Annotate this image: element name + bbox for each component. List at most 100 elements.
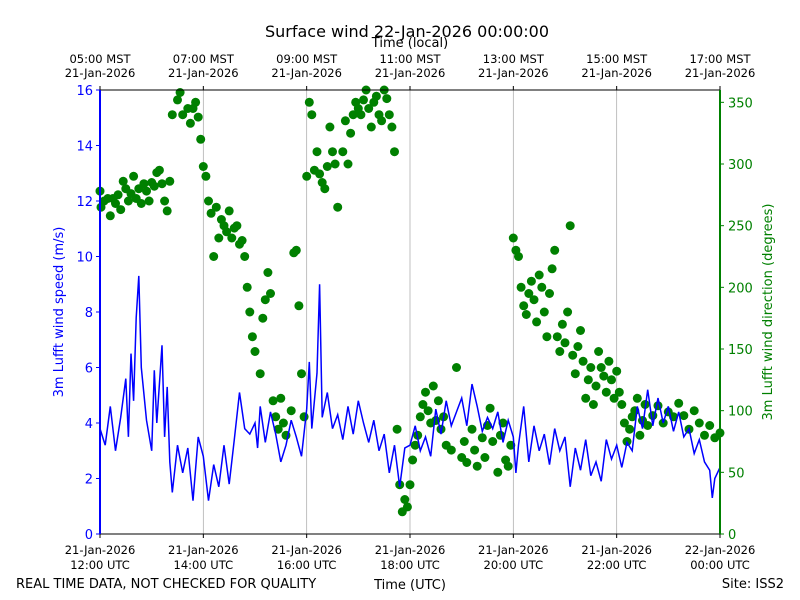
direction-point xyxy=(387,122,397,132)
direction-point xyxy=(594,347,604,356)
top-tick-time: 17:00 MST xyxy=(689,52,751,66)
direction-point xyxy=(136,199,146,208)
direction-point xyxy=(689,406,699,416)
direction-point xyxy=(545,289,554,298)
direction-point xyxy=(271,412,281,422)
direction-point xyxy=(154,165,164,175)
direction-point xyxy=(488,437,498,446)
direction-point xyxy=(260,295,270,305)
direction-point xyxy=(258,313,268,323)
direction-point xyxy=(390,147,399,157)
top-tick-date: 21-Jan-2026 xyxy=(581,66,652,80)
direction-point xyxy=(175,88,185,97)
direction-point xyxy=(144,196,154,206)
speed-series-line xyxy=(99,275,721,501)
direction-point xyxy=(242,282,252,292)
bottom-tick-date: 21-Jan-2026 xyxy=(375,543,446,557)
direction-point xyxy=(111,199,120,208)
top-tick-time: 13:00 MST xyxy=(483,52,545,66)
direction-point xyxy=(493,467,503,477)
direction-point xyxy=(297,369,306,379)
direction-point xyxy=(304,97,314,107)
direction-point xyxy=(227,233,237,243)
direction-point xyxy=(173,95,182,105)
top-tick-time: 15:00 MST xyxy=(586,52,648,66)
direction-point xyxy=(278,418,288,428)
direction-point xyxy=(679,411,689,421)
left-tick-label: 10 xyxy=(76,251,93,266)
direction-point xyxy=(557,319,567,329)
direction-point xyxy=(700,430,709,440)
direction-point xyxy=(294,301,304,311)
direction-point xyxy=(421,387,430,397)
right-axis-label: 3m Lufft wind direction (degrees) xyxy=(761,204,776,421)
bottom-tick-time: 14:00 UTC xyxy=(174,558,234,572)
direction-point xyxy=(307,110,317,120)
direction-point xyxy=(325,122,335,132)
left-axis-label: 3m Lufft wind speed (m/s) xyxy=(52,227,67,398)
direction-point xyxy=(206,208,216,218)
direction-point xyxy=(118,176,128,186)
right-tick-label: 350 xyxy=(728,96,753,111)
direction-point xyxy=(596,363,606,372)
direction-point xyxy=(570,369,580,379)
direction-point xyxy=(299,412,309,422)
direction-point xyxy=(586,363,596,372)
direction-point xyxy=(255,369,265,379)
direction-point xyxy=(245,307,255,317)
direction-point xyxy=(601,387,611,397)
direction-point xyxy=(116,205,126,215)
direction-point xyxy=(371,91,381,101)
direction-point xyxy=(178,110,188,120)
bottom-tick-date: 22-Jan-2026 xyxy=(685,543,756,557)
direction-point xyxy=(516,282,526,292)
direction-point xyxy=(315,169,325,179)
bottom-tick-date: 21-Jan-2026 xyxy=(168,543,239,557)
direction-point xyxy=(619,418,629,428)
direction-point xyxy=(224,206,234,216)
left-tick-label: 12 xyxy=(76,195,93,210)
direction-point xyxy=(446,445,456,455)
top-tick-date: 21-Jan-2026 xyxy=(271,66,342,80)
direction-point xyxy=(625,424,635,434)
direction-point xyxy=(191,97,201,107)
direction-point xyxy=(604,356,614,366)
bottom-tick-time: 20:00 UTC xyxy=(484,558,544,572)
direction-point xyxy=(348,110,358,120)
quality-disclaimer: REAL TIME DATA, NOT CHECKED FOR QUALITY xyxy=(16,577,316,592)
direction-point xyxy=(165,176,175,186)
direction-point xyxy=(333,202,343,212)
direction-point xyxy=(157,179,167,189)
direction-point xyxy=(338,147,348,157)
top-tick-date: 21-Jan-2026 xyxy=(65,66,136,80)
direction-point xyxy=(286,406,296,416)
bottom-tick-time: 22:00 UTC xyxy=(587,558,647,572)
direction-point xyxy=(405,480,415,490)
top-tick-date: 21-Jan-2026 xyxy=(685,66,756,80)
direction-point xyxy=(185,118,195,128)
direction-point xyxy=(529,295,539,305)
direction-point xyxy=(653,401,663,411)
top-tick-time: 11:00 MST xyxy=(379,52,441,66)
top-tick-time: 09:00 MST xyxy=(276,52,338,66)
right-tick-label: 50 xyxy=(728,466,745,481)
direction-point xyxy=(198,162,208,171)
direction-point xyxy=(273,424,283,434)
direction-point xyxy=(291,245,301,255)
direction-point xyxy=(462,458,472,467)
direction-point xyxy=(302,171,312,181)
direction-point xyxy=(346,128,356,138)
direction-point xyxy=(196,134,206,144)
direction-point xyxy=(142,186,151,196)
direction-point xyxy=(547,264,557,274)
direction-point xyxy=(477,433,487,443)
direction-point xyxy=(614,387,624,397)
direction-point xyxy=(402,502,412,512)
direction-point xyxy=(214,233,224,243)
direction-point xyxy=(322,162,332,171)
chart-title: Surface wind 22-Jan-2026 00:00:00 xyxy=(265,22,549,41)
direction-point xyxy=(563,307,573,317)
right-tick-label: 100 xyxy=(728,405,753,420)
direction-point xyxy=(612,366,622,376)
